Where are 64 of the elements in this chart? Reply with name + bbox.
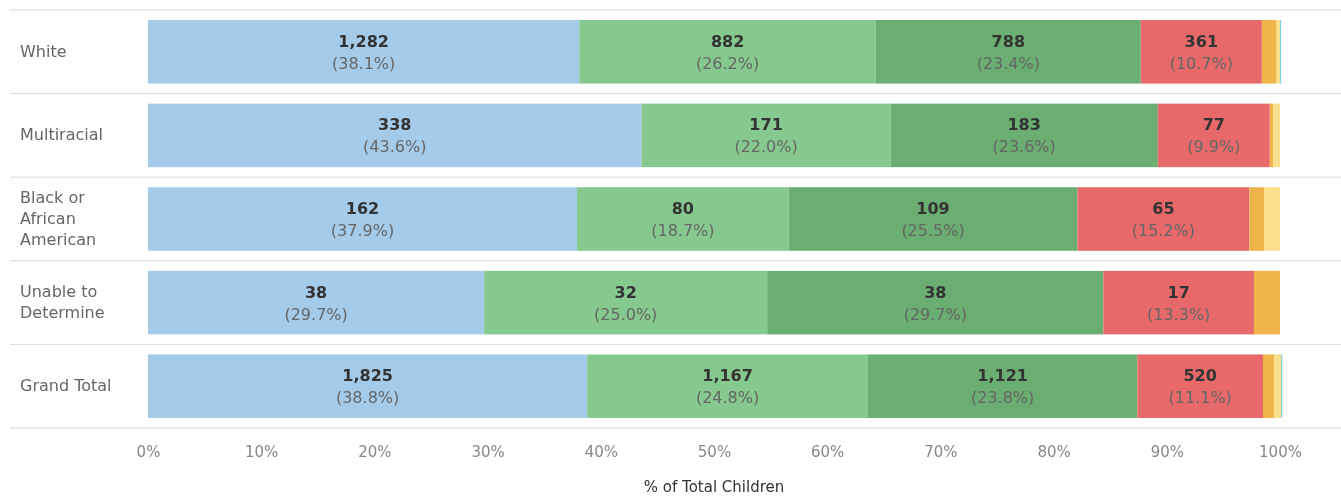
data-label: 38 (29.7%) <box>284 282 348 324</box>
bar <box>1077 187 1250 251</box>
bar <box>1253 270 1280 335</box>
bar <box>1137 354 1264 418</box>
data-label: 77 (9.9%) <box>1187 115 1241 157</box>
data-label: 162 (37.9%) <box>330 199 395 240</box>
data-label: 788 (23.4%) <box>976 31 1040 73</box>
data-label: 38 (29.7%) <box>903 282 967 324</box>
data-label: 520 (11.1%) <box>1168 366 1232 408</box>
data-label: 338 (43.6%) <box>363 115 427 157</box>
bar <box>579 20 876 84</box>
data-label: 1,825 (38.8%) <box>335 366 400 408</box>
data-label: 882 (26.2%) <box>695 31 760 73</box>
data-label: 361 (10.7%) <box>1169 31 1233 73</box>
data-label: 80 (18.7%) <box>651 199 715 240</box>
bar <box>1273 103 1280 168</box>
y-tick-label: Multiracial <box>20 125 103 145</box>
data-label: 32 (25.0%) <box>594 282 658 324</box>
x-tick-label: 20% <box>358 442 392 461</box>
x-tick-label: 50% <box>697 442 732 461</box>
x-tick-label: 0% <box>136 442 161 461</box>
x-tick-label: 70% <box>924 442 958 461</box>
x-tick-label: 60% <box>811 442 845 461</box>
x-tick-label: 90% <box>1150 442 1184 461</box>
bar <box>890 103 1158 168</box>
bar <box>1157 103 1270 168</box>
bar <box>641 103 891 168</box>
data-label: 17 (13.3%) <box>1147 282 1211 324</box>
bar <box>867 354 1138 418</box>
data-label: 171 (22.0%) <box>734 115 798 157</box>
x-tick-label: 30% <box>471 442 505 461</box>
bar <box>875 20 1141 84</box>
y-tick-label: Unable to Determine <box>20 282 105 323</box>
x-tick-label: 100% <box>1259 442 1302 461</box>
bar <box>148 103 642 168</box>
bar <box>148 270 485 335</box>
y-tick-label: Black or African American <box>20 188 97 249</box>
bar <box>577 187 789 251</box>
x-tick-label: 10% <box>245 442 279 461</box>
bar <box>788 187 1078 251</box>
bar <box>1263 354 1275 418</box>
y-tick-label: Grand Total <box>20 376 112 396</box>
bar <box>1274 354 1282 418</box>
data-label: 65 (15.2%) <box>1131 199 1196 240</box>
x-tick-label: 80% <box>1037 442 1071 461</box>
bar <box>1264 187 1280 251</box>
x-axis-title: % of Total Children <box>643 478 785 496</box>
data-label: 1,167 (24.8%) <box>695 366 760 408</box>
bar <box>587 354 868 418</box>
bar <box>1103 270 1254 335</box>
bar <box>148 20 580 84</box>
data-label: 1,282 (38.1%) <box>331 31 396 73</box>
bar <box>148 187 578 251</box>
data-label: 1,121 (23.8%) <box>971 366 1035 408</box>
bar <box>1140 20 1262 84</box>
data-label: 109 (25.5%) <box>901 199 965 240</box>
y-tick-label: White <box>20 41 67 61</box>
bar <box>148 354 588 418</box>
bar <box>1249 187 1265 251</box>
bar <box>484 270 768 335</box>
data-label: 183 (23.6%) <box>992 115 1056 157</box>
bar <box>1261 20 1277 84</box>
bar <box>767 270 1104 335</box>
x-tick-label: 40% <box>584 442 618 461</box>
